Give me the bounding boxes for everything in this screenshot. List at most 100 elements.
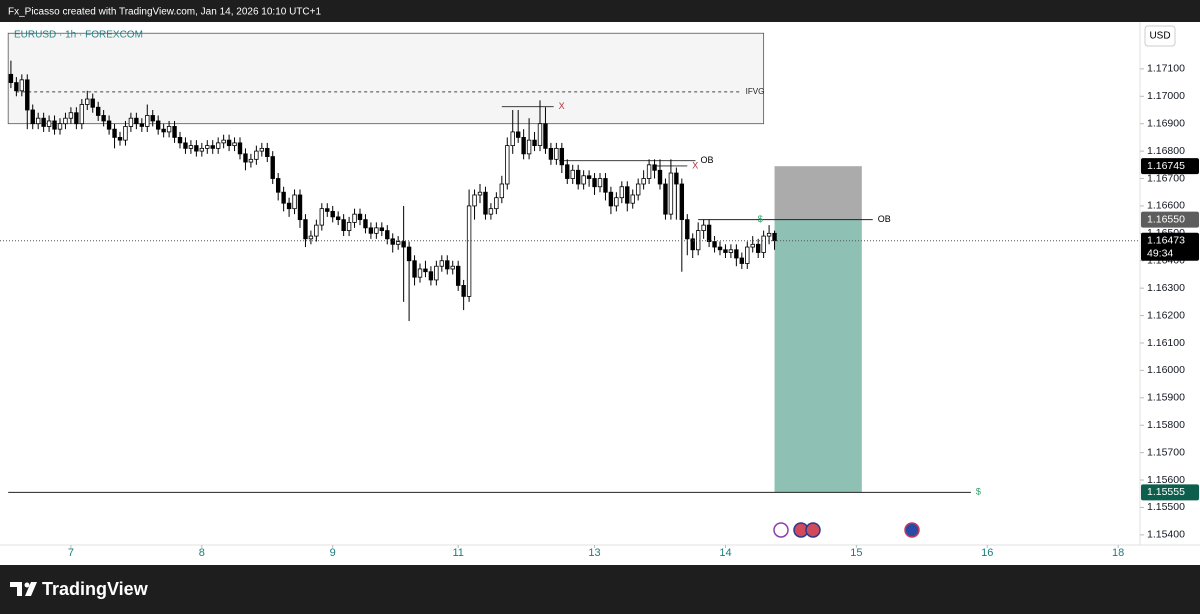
- candle-body: [412, 260, 417, 278]
- event-icon[interactable]: [773, 522, 789, 538]
- candle-body: [592, 178, 597, 188]
- candle-body: [734, 249, 739, 259]
- candle-body: [85, 98, 90, 105]
- candle-body: [57, 123, 63, 130]
- candle-body: [657, 169, 663, 185]
- candle-body: [597, 178, 603, 188]
- candle-body: [90, 98, 95, 108]
- candle-body: [237, 142, 243, 155]
- candle-body: [739, 257, 745, 264]
- candle-body: [461, 285, 466, 297]
- candle-body: [663, 183, 668, 215]
- y-tick-label: 1.16900: [1147, 117, 1185, 129]
- candle-body: [210, 145, 215, 149]
- level-label: $: [976, 487, 981, 497]
- candle-body: [668, 172, 674, 215]
- candle-body: [570, 169, 575, 179]
- candle-body: [19, 79, 25, 92]
- x-tick-label: 11: [452, 547, 463, 559]
- header-text: Fx_Picasso created with TradingView.com,…: [8, 7, 321, 18]
- candle-body: [352, 213, 357, 223]
- candle-body: [194, 145, 199, 152]
- candle-body: [761, 235, 766, 253]
- y-tick-label: 1.16100: [1147, 337, 1185, 349]
- countdown-label: 49:34: [1147, 248, 1173, 260]
- candle-body: [695, 230, 701, 251]
- candle-body: [335, 216, 341, 221]
- x-tick-label: 16: [981, 547, 993, 559]
- x-tick-label: 15: [850, 547, 862, 559]
- candle-body: [717, 246, 723, 251]
- candle-body: [652, 164, 657, 171]
- candle-body: [166, 126, 172, 133]
- candle-body: [183, 142, 188, 149]
- candle-body: [614, 197, 619, 207]
- candle-body: [745, 246, 750, 264]
- candle-body: [35, 117, 41, 125]
- candle-body: [177, 136, 183, 144]
- candle-body: [330, 211, 335, 218]
- candle-body: [243, 153, 248, 163]
- y-tick-label: 1.16600: [1147, 200, 1185, 212]
- reward-zone: [774, 219, 862, 493]
- candle-body: [25, 79, 30, 111]
- candle-body: [363, 219, 368, 229]
- candle-body: [68, 112, 74, 119]
- candle-body: [63, 117, 68, 125]
- y-tick-label: 1.16300: [1147, 282, 1185, 294]
- candle-body: [526, 139, 532, 155]
- candle-body: [750, 243, 755, 248]
- x-tick-label: 18: [1112, 547, 1124, 559]
- candle-body: [728, 249, 734, 253]
- candle-body: [106, 120, 112, 130]
- candle-body: [374, 227, 379, 234]
- candle-body: [297, 194, 303, 221]
- candle-body: [390, 238, 395, 245]
- candle-body: [483, 191, 488, 215]
- risk-zone: [774, 166, 862, 220]
- candle-body: [772, 232, 777, 242]
- event-icon[interactable]: [904, 522, 920, 538]
- x-tick-label: 14: [719, 547, 731, 559]
- candle-body: [79, 104, 85, 125]
- candle-body: [325, 208, 330, 212]
- candle-body: [685, 219, 690, 240]
- candle-body: [395, 241, 401, 245]
- entry-badge: [1141, 211, 1199, 228]
- level-label: OB: [700, 155, 713, 165]
- event-icons: [773, 522, 920, 538]
- candle-body: [586, 175, 592, 179]
- currency-label[interactable]: USD: [1149, 31, 1170, 42]
- candle-body: [8, 73, 14, 83]
- candle-body: [521, 136, 526, 155]
- candle-body: [466, 205, 472, 297]
- candle-body: [439, 260, 445, 267]
- candle-body: [625, 186, 630, 204]
- y-tick-label: 1.15600: [1147, 474, 1185, 486]
- candle-body: [603, 178, 608, 193]
- candle-body: [406, 246, 412, 262]
- candle-body: [455, 265, 461, 286]
- stop-badge-label: 1.16745: [1147, 160, 1185, 172]
- x-tick-label: 7: [68, 547, 74, 559]
- event-icon[interactable]: [805, 522, 821, 538]
- currency-button[interactable]: [1144, 25, 1176, 47]
- candle-body: [581, 175, 586, 185]
- candle-body: [515, 131, 521, 138]
- candle-body: [128, 117, 134, 127]
- level-label: OB: [878, 214, 891, 224]
- candle-body: [117, 136, 123, 141]
- candle-body: [766, 232, 772, 237]
- target-badge-label: 1.15555: [1147, 486, 1185, 498]
- candle-body: [679, 183, 685, 221]
- candle-body: [199, 147, 205, 152]
- candle-body: [46, 120, 52, 127]
- candle-body: [30, 109, 35, 125]
- candle-body: [575, 169, 581, 185]
- candle-body: [346, 221, 352, 231]
- candle-body: [232, 142, 237, 147]
- candle-body: [145, 115, 150, 127]
- y-tick-label: 1.16800: [1147, 145, 1185, 157]
- candle-body: [265, 147, 270, 157]
- candle-body: [254, 150, 259, 160]
